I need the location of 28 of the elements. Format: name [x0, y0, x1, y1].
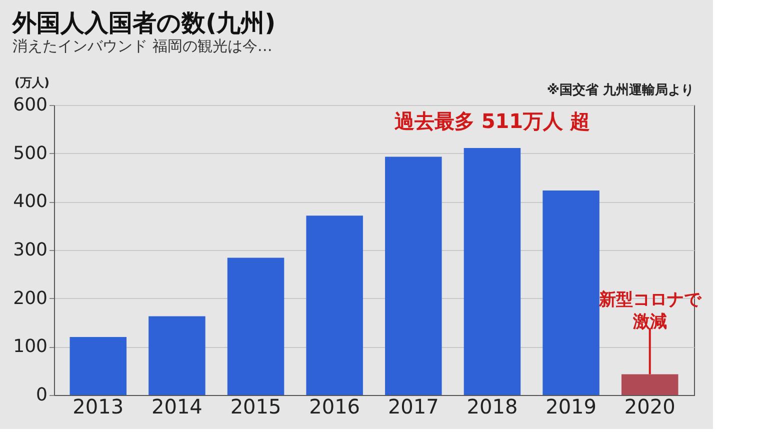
bar: [621, 374, 678, 395]
bar: [542, 190, 600, 395]
x-tick-label: 2019: [546, 394, 596, 418]
x-tick-label: 2018: [466, 394, 518, 418]
bar: [385, 156, 442, 395]
y-tick-label: 100: [13, 336, 48, 358]
bar: [70, 337, 127, 395]
y-axis-title: (万人): [14, 76, 50, 90]
annotation: 過去最多 511万人 超: [393, 109, 590, 134]
bar: [148, 316, 206, 395]
chart-title: 外国人入国者の数(九州): [12, 9, 276, 37]
x-tick-label: 2015: [230, 394, 282, 418]
x-tick-label: 2020: [624, 394, 676, 418]
x-tick-label: 2014: [152, 394, 202, 418]
bar: [306, 216, 363, 395]
bar: [464, 148, 521, 395]
chart-subtitle: 消えたインバウンド 福岡の観光は今…: [12, 37, 272, 55]
y-tick-label: 300: [13, 240, 48, 260]
y-tick-label: 600: [13, 94, 48, 116]
y-tick-label: 400: [13, 191, 48, 212]
text: ※国交省 九州運輸局より: [546, 82, 694, 98]
x-tick-label: 2016: [309, 394, 360, 418]
y-tick-label: 200: [13, 288, 48, 309]
x-tick-label: 2013: [72, 394, 124, 418]
y-tick-label: 500: [13, 142, 48, 164]
x-tick-label: 2017: [388, 394, 439, 418]
y-tick-label: 0: [36, 384, 48, 406]
bar: [227, 258, 284, 395]
